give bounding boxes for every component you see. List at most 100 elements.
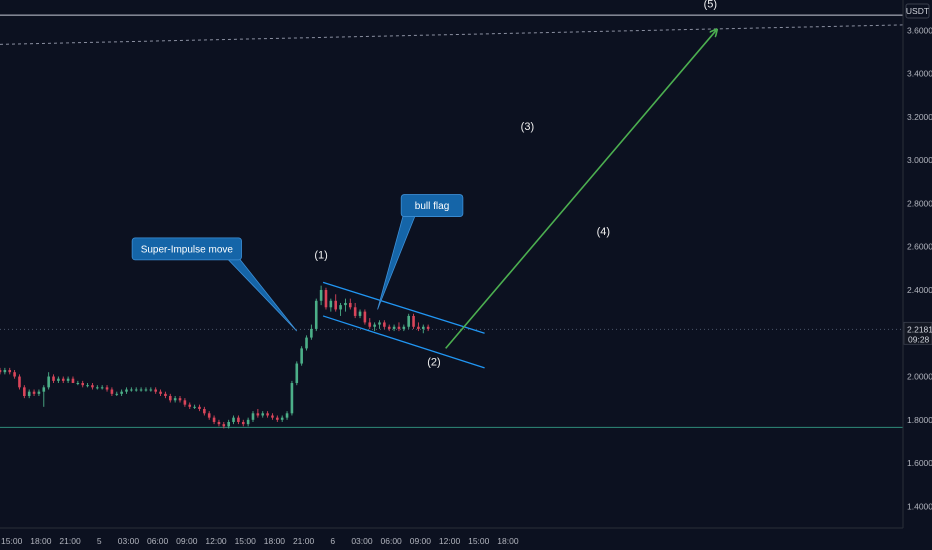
candle	[363, 309, 367, 325]
callouts[interactable]: Super-Impulse move bull flag	[131, 194, 464, 332]
time-tick-label: 09:00	[176, 536, 198, 546]
candle	[18, 374, 21, 390]
candle	[387, 324, 391, 332]
candle	[319, 285, 323, 306]
time-axis-bg	[0, 528, 932, 550]
candle	[115, 391, 119, 396]
time-tick-label: 12:00	[439, 536, 461, 546]
time-axis[interactable]: 15:00 18:00 21:00 5 03:00 06:00 09:00 12:00 15:0…	[0, 527, 932, 550]
candle	[8, 367, 12, 375]
wave-label: (1)	[314, 250, 327, 262]
candle	[271, 413, 274, 420]
callout-text: Super-Impulse move	[141, 244, 234, 255]
time-tick-label: 09:00	[410, 536, 432, 546]
candle	[421, 324, 425, 334]
candle	[295, 361, 299, 386]
price-tick-label: 3.2000	[907, 112, 932, 122]
callout-box[interactable]: Super-Impulse move	[131, 237, 298, 332]
currency-badge[interactable]: USDT	[905, 3, 930, 19]
time-tick-label: 03:00	[118, 536, 140, 546]
wave-label: (2)	[427, 357, 440, 369]
candle	[27, 389, 31, 399]
candle	[276, 415, 279, 422]
time-tick-label: 21:00	[59, 536, 81, 546]
candle	[125, 387, 128, 394]
candle	[47, 372, 50, 390]
price-axis[interactable]: USDT 3.6000 3.4000 3.2000 3.0000 2.8000 2.6000…	[902, 0, 932, 550]
candle	[232, 415, 235, 425]
time-tick-label: 06:00	[381, 536, 403, 546]
candle	[358, 309, 362, 319]
candle	[378, 320, 381, 329]
candle	[407, 313, 410, 329]
candle	[349, 298, 352, 310]
candle	[120, 389, 123, 396]
callout-box[interactable]: bull flag	[377, 194, 464, 310]
candle	[329, 298, 333, 312]
price-tick-label: 1.6000	[907, 458, 932, 468]
candle	[314, 298, 318, 332]
price-axis-bg	[903, 0, 932, 550]
candle	[100, 385, 104, 390]
callout-rect	[400, 194, 464, 217]
time-tick-label: 15:00	[468, 536, 490, 546]
candle	[241, 419, 245, 427]
wave-label: (3)	[521, 121, 534, 133]
candle	[212, 415, 216, 425]
candle	[222, 421, 226, 429]
candle	[256, 408, 260, 418]
candle	[305, 335, 308, 351]
candle	[37, 389, 41, 396]
callout-pointer	[226, 258, 298, 332]
candle	[81, 380, 85, 388]
candle	[207, 411, 211, 420]
candle	[154, 387, 157, 394]
candle	[173, 396, 177, 403]
price-tick-label: 1.8000	[907, 415, 932, 425]
callout-text: bull flag	[415, 201, 449, 212]
candle	[300, 346, 303, 366]
candle	[134, 387, 138, 392]
candle	[188, 402, 192, 409]
candle	[217, 419, 221, 427]
candle	[3, 367, 7, 375]
candle	[246, 417, 250, 427]
projection-arrow[interactable]	[445, 30, 717, 349]
candle	[426, 324, 430, 332]
time-tick-label: 03:00	[351, 536, 373, 546]
candle	[227, 419, 230, 429]
candle	[237, 415, 240, 425]
candle	[251, 411, 255, 422]
candle	[261, 411, 265, 418]
price-tick-label: 3.4000	[907, 69, 932, 79]
candle	[168, 393, 172, 403]
candle	[32, 389, 36, 396]
time-tick-label: 18:00	[264, 536, 286, 546]
candle	[96, 385, 99, 390]
horizontal-lines	[0, 14, 903, 428]
candle	[86, 383, 89, 388]
price-tick-label: 2.0000	[907, 372, 932, 382]
time-tick-label: 21:00	[293, 536, 315, 546]
candle	[159, 389, 162, 396]
flag-bottom-line[interactable]	[322, 315, 485, 369]
price-tick-label: 2.8000	[907, 198, 932, 208]
candle	[42, 385, 46, 407]
candle	[392, 324, 396, 332]
candle	[203, 406, 206, 416]
candle	[334, 294, 338, 312]
candle	[164, 391, 167, 399]
dashed-target-line[interactable]	[0, 24, 904, 45]
time-tick-label: 6	[330, 536, 335, 546]
candle	[0, 367, 2, 375]
candle	[139, 387, 143, 392]
callout-rect	[131, 237, 242, 261]
candle	[368, 318, 372, 329]
candle	[310, 324, 313, 340]
wave-label: (4)	[597, 226, 610, 238]
candle	[57, 376, 60, 384]
flag-top-line[interactable]	[322, 281, 485, 334]
time-tick-label: 15:00	[235, 536, 257, 546]
